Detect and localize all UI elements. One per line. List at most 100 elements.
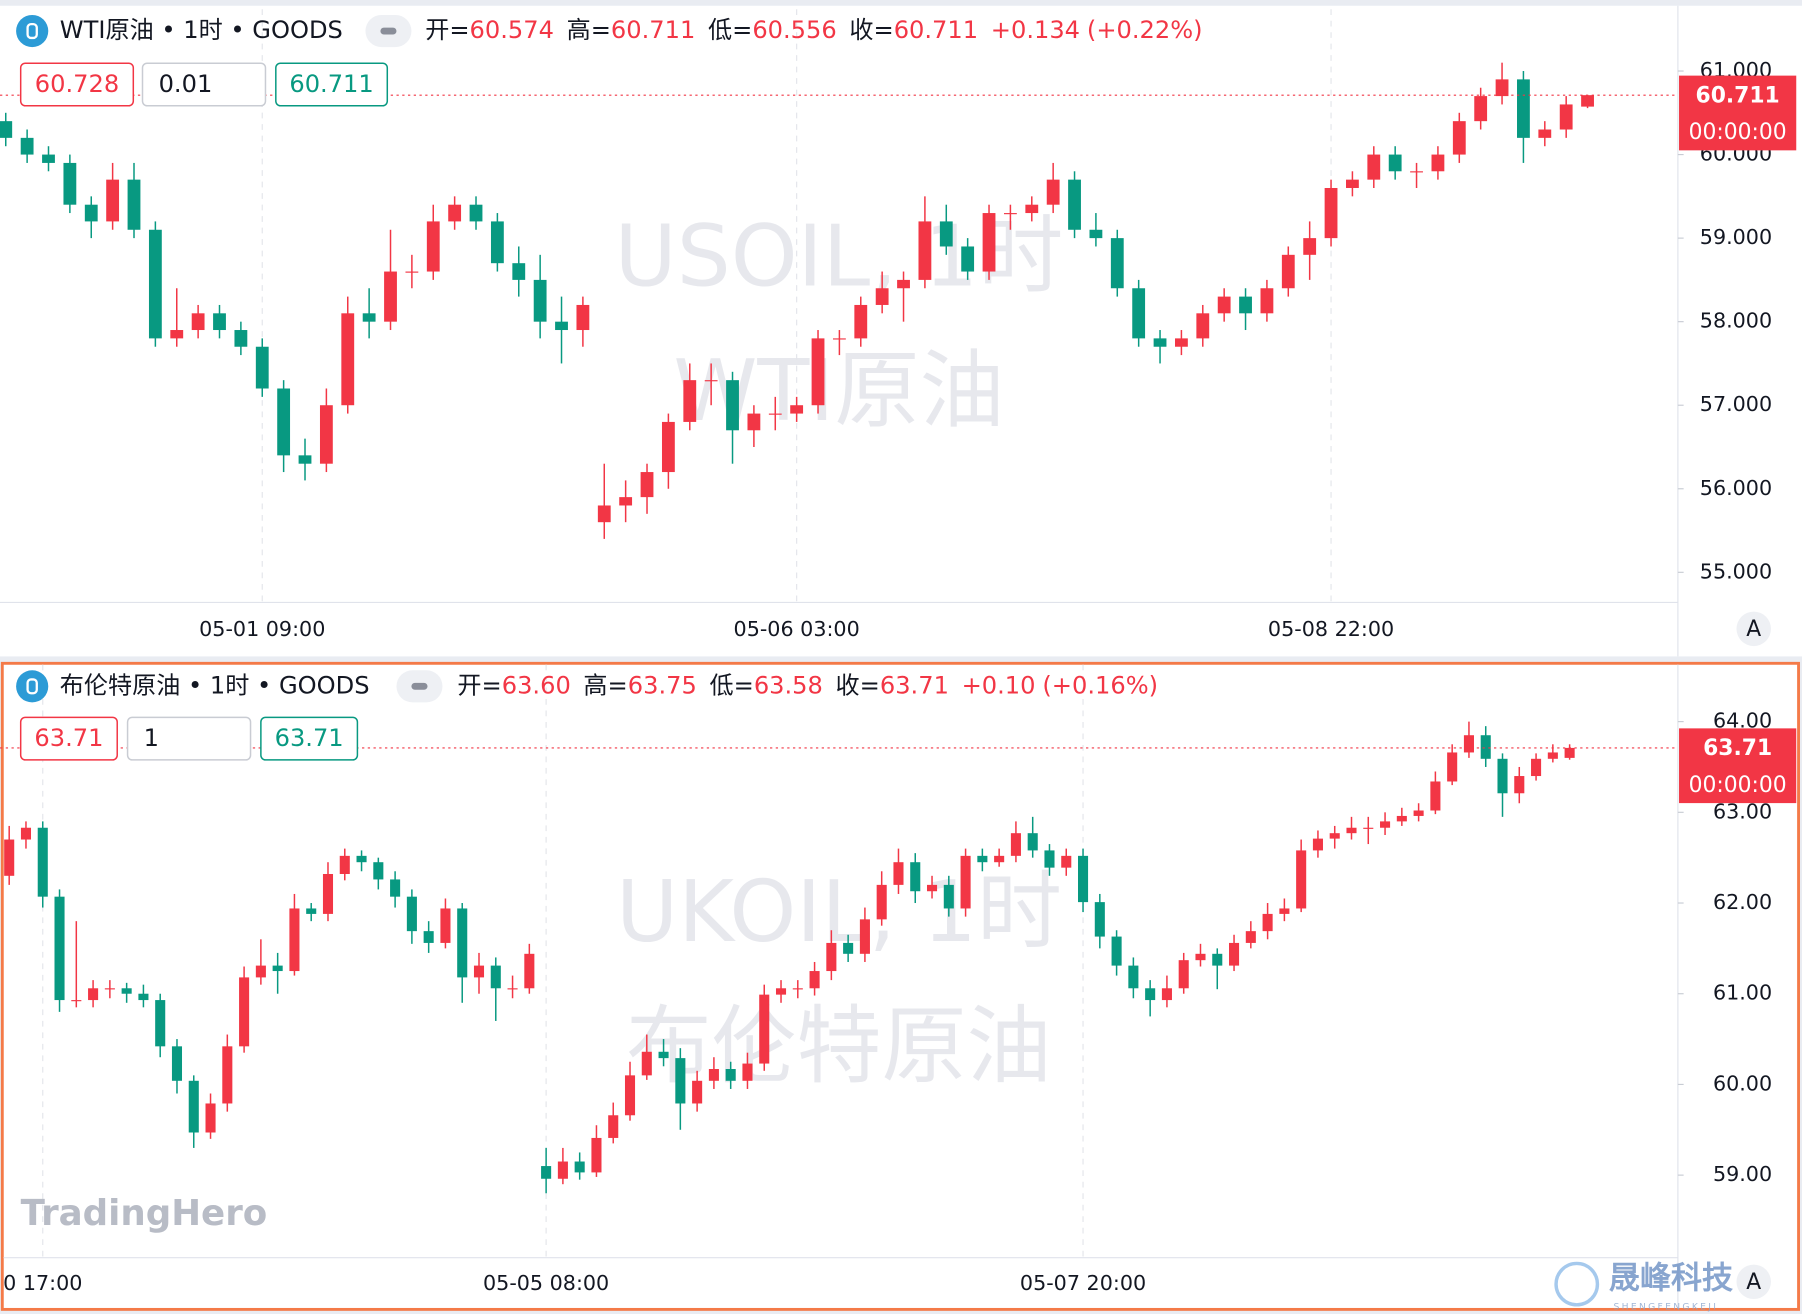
candle-body: [54, 896, 65, 1001]
candle-body: [1564, 747, 1575, 758]
candle-body: [298, 455, 312, 464]
candle-body: [704, 380, 718, 382]
candle-body: [448, 204, 462, 222]
candle-body: [88, 988, 99, 1001]
top-pane: [0, 5, 1802, 657]
logo: TradingHero: [21, 1193, 268, 1234]
candle-body: [306, 908, 317, 914]
candle-body: [708, 1069, 719, 1081]
bid-box: [19, 716, 118, 761]
candle-body: [457, 908, 468, 978]
y-tick-label: 63.00: [1713, 799, 1772, 823]
symbol-icon: [16, 14, 49, 48]
candle-body: [191, 313, 205, 331]
candle-body: [619, 497, 633, 506]
brand: 晟峰科技: [1609, 1261, 1733, 1297]
candle-body: [155, 1000, 166, 1047]
candle-body: [1531, 758, 1542, 777]
toggle-pill-icon: [411, 682, 428, 690]
candle-body: [1413, 810, 1424, 816]
candle-body: [440, 908, 451, 943]
ask-box: [260, 716, 359, 761]
candle-body: [1410, 171, 1423, 173]
candle-body: [170, 330, 184, 339]
candle-body: [1447, 752, 1458, 782]
candle-body: [608, 1115, 619, 1138]
countdown: 00:00:00: [1689, 773, 1787, 798]
y-tick-label: 58.000: [1700, 309, 1772, 333]
symbol-icon: [16, 670, 49, 703]
y-tick-label: 61.00: [1713, 981, 1772, 1005]
candle-body: [1581, 95, 1594, 107]
candle-body: [490, 965, 501, 989]
candle-body: [1078, 855, 1089, 903]
candle-body: [1312, 838, 1323, 851]
y-tick-label: 59.00: [1713, 1162, 1772, 1186]
candle-body: [1145, 988, 1156, 1001]
legend-value: 60.574: [470, 16, 554, 44]
legend-value: 60.711: [611, 16, 695, 44]
candle-body: [875, 288, 889, 305]
brand-sub: SHENGFENGKEJI: [1614, 1302, 1719, 1313]
auto-button[interactable]: [1736, 611, 1771, 647]
legend-value: 60.556: [752, 16, 836, 44]
candle-body: [1380, 821, 1391, 828]
auto-button[interactable]: [1736, 1264, 1771, 1300]
candle-body: [1363, 827, 1374, 829]
candle-body: [1367, 154, 1381, 180]
candle-body: [1480, 735, 1491, 759]
candle-body: [893, 862, 904, 885]
candle-body: [725, 1069, 736, 1081]
candle-body: [1239, 296, 1252, 314]
candle-body: [1279, 908, 1290, 914]
candle-body: [138, 993, 149, 1001]
candle-body: [1110, 238, 1124, 289]
candle-body: [71, 1000, 82, 1002]
candle-body: [121, 988, 132, 994]
symbol-icon-glyph: [26, 22, 38, 40]
candle-body: [982, 213, 996, 272]
y-tick-label: 60.00: [1713, 1071, 1772, 1095]
candle-body: [1281, 254, 1295, 289]
x-tick-label: 05-08 22:00: [1268, 617, 1394, 641]
candle-body: [1161, 988, 1172, 1001]
toggle-pill-icon: [380, 27, 397, 35]
candle-body: [4, 839, 15, 876]
candle-body: [1061, 855, 1072, 868]
candle-body: [1329, 833, 1340, 839]
candle-body: [1463, 735, 1474, 753]
candle-body: [1003, 213, 1017, 215]
candle-body: [1431, 154, 1445, 172]
candle-body: [624, 1075, 636, 1116]
candle-body: [255, 346, 269, 389]
candle-body: [960, 855, 971, 909]
candle-body: [205, 1103, 216, 1133]
x-tick-label: 05-07 20:00: [1020, 1271, 1146, 1295]
candle-body: [423, 931, 434, 943]
candle-body: [473, 965, 485, 978]
candle-body: [826, 942, 837, 972]
bid-text: 60.728: [35, 70, 119, 98]
candle-body: [1094, 902, 1105, 937]
y-tick-label: 57.000: [1700, 392, 1772, 416]
candle-body: [1346, 827, 1357, 834]
watermark: WTI原油: [673, 342, 1004, 441]
candle-body: [426, 221, 440, 272]
candle-body: [661, 421, 675, 473]
candle-body: [943, 884, 954, 909]
ask-box: [275, 62, 389, 107]
candle-body: [104, 988, 115, 990]
candle-body: [188, 1080, 199, 1133]
legend-label: 低=: [708, 16, 752, 44]
candle-body: [675, 1058, 686, 1104]
candle-body: [384, 271, 397, 322]
candle-body: [319, 405, 333, 464]
candle-body: [790, 405, 804, 414]
qty-box: [141, 62, 267, 107]
candle-body: [1195, 953, 1206, 961]
watermark: 布伦特原油: [626, 997, 1051, 1096]
candle-body: [20, 137, 34, 155]
change: +0.134: [991, 16, 1080, 44]
candle-body: [926, 884, 938, 892]
